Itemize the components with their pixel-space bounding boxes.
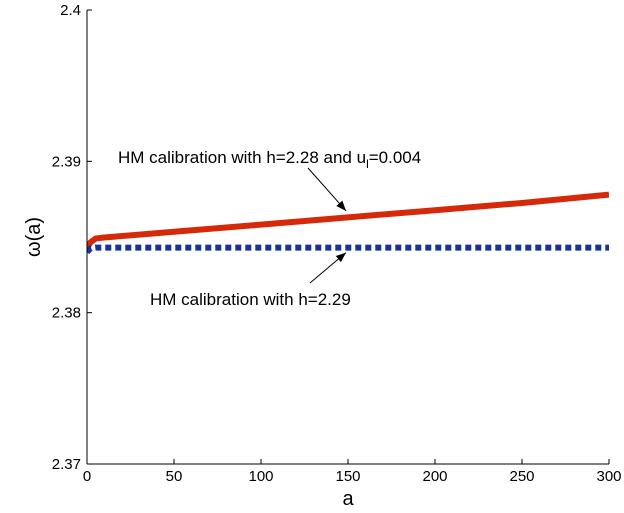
x-tick-label: 250 — [509, 468, 534, 485]
y-tick-label: 2.38 — [52, 305, 81, 322]
annotation-arrowhead-0 — [336, 200, 346, 211]
annotation-arrowhead-1 — [335, 252, 346, 263]
x-tick-label: 300 — [596, 468, 621, 485]
y-tick-label: 2.37 — [52, 456, 81, 473]
x-tick-label: 0 — [83, 468, 91, 485]
y-axis-label: ω(a) — [23, 217, 45, 257]
annotation-red-series: HM calibration with h=2.28 and ul=0.004 — [118, 148, 421, 171]
x-tick-label: 150 — [335, 468, 360, 485]
series-line-1 — [87, 244, 609, 255]
annotation-blue-series: HM calibration with h=2.29 — [150, 290, 351, 309]
plot-area — [87, 10, 609, 464]
x-tick-label: 200 — [422, 468, 447, 485]
y-tick-label: 2.39 — [52, 153, 81, 170]
series-line-0 — [87, 191, 609, 250]
y-tick-label: 2.4 — [60, 2, 81, 19]
x-tick-label: 50 — [166, 468, 183, 485]
x-tick-label: 100 — [248, 468, 273, 485]
x-axis-label: a — [342, 488, 354, 510]
